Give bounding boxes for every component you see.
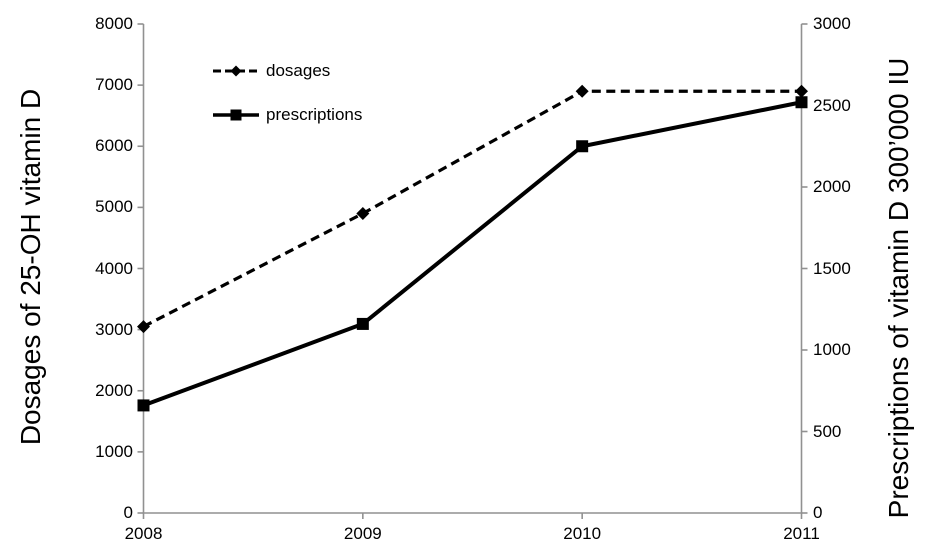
left-axis-tick-label: 2000: [95, 380, 133, 400]
left-axis-tick-label: 6000: [95, 136, 133, 156]
right-axis-tick-label: 1000: [813, 340, 851, 359]
right-axis-tick-label: 1500: [813, 258, 851, 278]
x-axis-tick-label: 2008: [124, 524, 163, 543]
left-axis-tick-label: 5000: [95, 197, 133, 217]
axes: [137, 23, 808, 519]
legend-item-dosages: dosages: [212, 60, 330, 82]
left-axis-tick-label: 3000: [95, 319, 133, 339]
legend-label-prescriptions: prescriptions: [266, 105, 363, 124]
left-axis-tick-label: 0: [123, 503, 133, 522]
legend-item-prescriptions: prescriptions: [212, 104, 362, 126]
data-series: [137, 84, 808, 412]
right-axis-title: Prescriptions of vitamin D 300’000 IU: [883, 57, 914, 519]
x-axis-tick-label: 2010: [563, 524, 602, 543]
left-axis-title: Dosages of 25-OH vitamin D: [15, 88, 46, 446]
right-axis-tick-label: 3000: [813, 14, 851, 33]
left-axis-tick-label: 7000: [95, 75, 133, 95]
left-axis-tick-label: 8000: [95, 14, 133, 33]
dosages-line-swatch: [213, 65, 259, 77]
prescriptions-line-swatch: [213, 109, 259, 121]
x-axis-tick-label: 2011: [783, 524, 820, 543]
left-axis-tick-label: 4000: [95, 258, 133, 278]
right-axis-tick-label: 2000: [813, 177, 851, 196]
legend-label-dosages: dosages: [266, 61, 331, 80]
right-axis-tick-label: 0: [813, 503, 823, 522]
x-axis-tick-label: 2009: [343, 524, 382, 543]
right-axis-tick-label: 500: [813, 421, 842, 441]
right-axis-tick-label: 2500: [813, 95, 851, 115]
left-axis-tick-label: 1000: [95, 441, 133, 461]
